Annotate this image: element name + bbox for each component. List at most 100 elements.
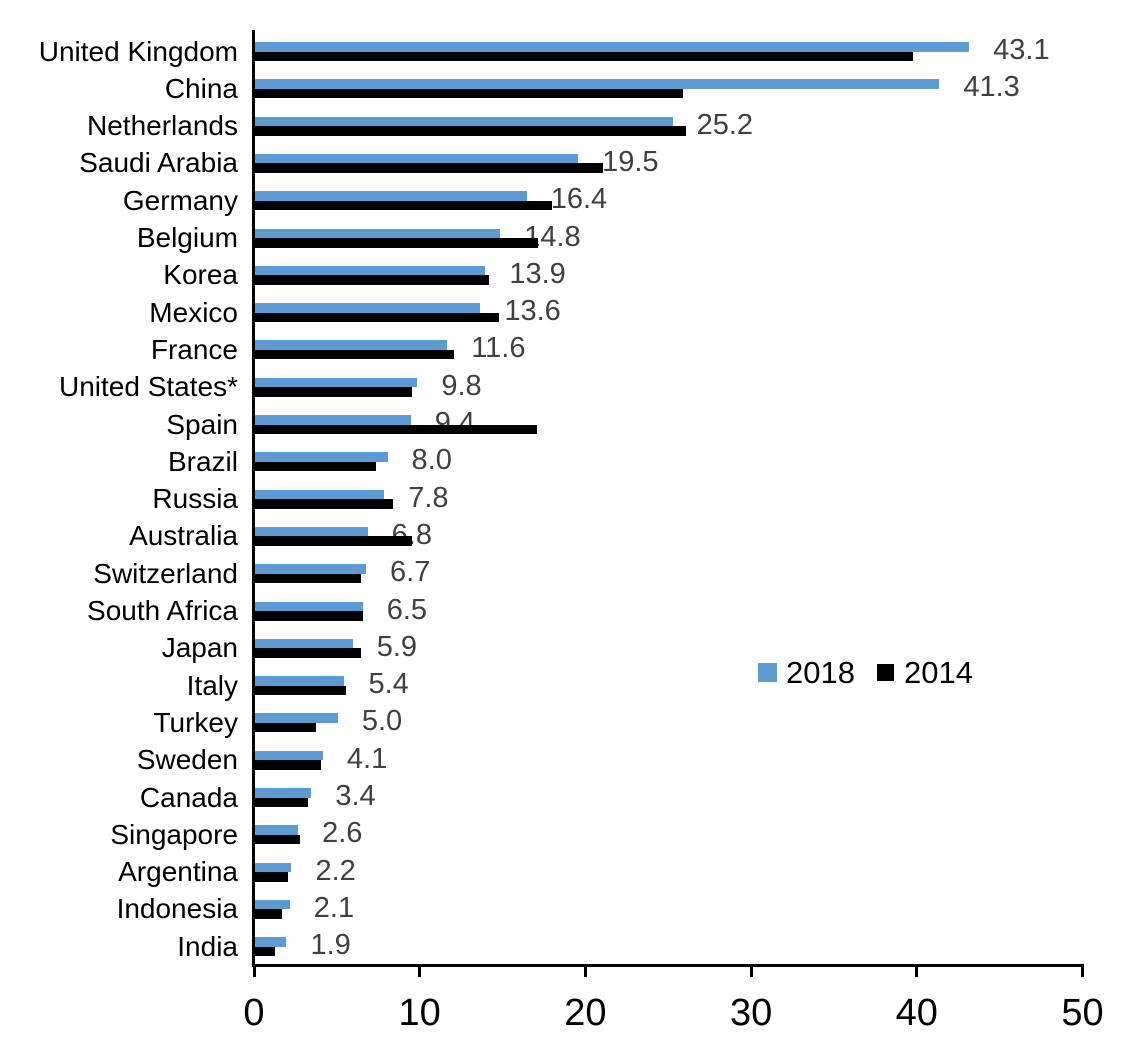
bar-2018 bbox=[255, 377, 418, 388]
bar-2018 bbox=[255, 937, 287, 947]
x-axis-tick-label: 0 bbox=[243, 992, 265, 1034]
category-label: Sweden bbox=[136, 744, 238, 776]
bar-2018 bbox=[255, 452, 388, 462]
bar-2014 bbox=[255, 834, 300, 845]
category-label: Japan bbox=[161, 632, 238, 664]
bar-2018 bbox=[255, 42, 970, 52]
bar-2018 bbox=[255, 825, 299, 835]
bar-2018 bbox=[255, 303, 481, 313]
category-label: Korea bbox=[163, 259, 238, 291]
category-label: China bbox=[164, 72, 238, 104]
bar-2014 bbox=[255, 872, 289, 882]
category-label: Indonesia bbox=[116, 893, 238, 925]
category-label: Brazil bbox=[167, 445, 238, 477]
bar-2018 bbox=[255, 415, 411, 425]
bar-2014 bbox=[255, 722, 317, 733]
x-axis-tick bbox=[252, 967, 256, 977]
bar-2018 bbox=[255, 153, 579, 164]
category-label: Italy bbox=[186, 669, 238, 701]
legend-swatch-2018 bbox=[758, 663, 777, 682]
bar-2014 bbox=[255, 946, 275, 957]
category-label: Belgium bbox=[136, 222, 238, 253]
bar-2014 bbox=[255, 387, 413, 397]
x-axis-tick-label: 10 bbox=[398, 992, 441, 1034]
bar-2014 bbox=[255, 499, 393, 509]
category-label: France bbox=[150, 333, 238, 365]
value-label: 9.8 bbox=[441, 369, 482, 402]
bar-2014 bbox=[255, 461, 376, 472]
bar-2018 bbox=[255, 899, 290, 910]
x-axis-tick bbox=[418, 967, 422, 977]
value-label: 6.7 bbox=[390, 556, 431, 589]
x-axis-tick bbox=[915, 967, 919, 977]
category-label: South Africa bbox=[87, 595, 238, 626]
bar-2014 bbox=[255, 909, 282, 919]
value-label: 41.3 bbox=[963, 71, 1020, 104]
x-axis-tick bbox=[1081, 967, 1084, 977]
category-label: India bbox=[177, 930, 238, 962]
legend-label-2014: 2014 bbox=[904, 655, 973, 690]
bar-2018 bbox=[255, 265, 486, 276]
category-label: Australia bbox=[129, 520, 238, 552]
legend-label-2018: 2018 bbox=[786, 655, 855, 690]
x-axis-tick-label: 50 bbox=[1061, 992, 1104, 1034]
x-axis-tick-label: 40 bbox=[895, 992, 938, 1034]
bar-2014 bbox=[255, 200, 552, 211]
value-label: 6.5 bbox=[386, 593, 428, 626]
bar-2018 bbox=[255, 116, 673, 127]
value-label: 16.4 bbox=[550, 183, 608, 216]
category-label: Russia bbox=[152, 483, 238, 515]
legend-swatch-2014 bbox=[877, 664, 894, 681]
bar-2018 bbox=[255, 750, 323, 761]
category-label: United States* bbox=[59, 371, 238, 403]
bar-2018 bbox=[255, 79, 940, 89]
bar-2018 bbox=[255, 228, 501, 238]
bar-2014 bbox=[255, 536, 413, 546]
bar-2014 bbox=[255, 424, 537, 434]
category-label: Saudi Arabia bbox=[79, 147, 238, 179]
category-label: Mexico bbox=[149, 296, 238, 328]
bar-2018 bbox=[255, 340, 448, 350]
value-label: 14.8 bbox=[524, 220, 581, 253]
bar-2014 bbox=[255, 797, 309, 807]
bar-2014 bbox=[255, 238, 539, 248]
bar-2014 bbox=[255, 51, 913, 61]
value-label: 3.4 bbox=[335, 780, 376, 812]
category-label: Turkey bbox=[153, 706, 238, 738]
category-label: Singapore bbox=[110, 818, 238, 850]
bar-2014 bbox=[255, 126, 686, 136]
category-label: Switzerland bbox=[93, 557, 238, 589]
value-label: 7.8 bbox=[408, 481, 449, 514]
bar-2018 bbox=[255, 788, 312, 798]
bar-2018 bbox=[255, 489, 385, 500]
bar-2018 bbox=[255, 601, 363, 611]
bar-2018 bbox=[255, 526, 368, 537]
y-axis-line bbox=[252, 30, 255, 967]
value-label: 25.2 bbox=[696, 108, 754, 141]
bar-2014 bbox=[255, 312, 499, 323]
bar-2018 bbox=[255, 713, 338, 723]
x-axis-tick-label: 30 bbox=[729, 992, 773, 1034]
bar-2018 bbox=[255, 191, 527, 201]
value-label: 13.9 bbox=[509, 257, 566, 290]
value-label: 2.6 bbox=[322, 817, 363, 850]
bar-2018 bbox=[255, 564, 367, 574]
value-label: 2.2 bbox=[315, 854, 356, 887]
bar-2014 bbox=[255, 760, 322, 770]
bar-2014 bbox=[255, 648, 362, 658]
x-axis-tick-label: 20 bbox=[564, 992, 607, 1034]
value-label: 43.1 bbox=[993, 34, 1050, 66]
value-label: 2.1 bbox=[313, 891, 355, 924]
bar-2014 bbox=[255, 163, 603, 173]
category-label: Germany bbox=[122, 184, 238, 216]
value-label: 6.8 bbox=[391, 518, 432, 551]
category-label: Argentina bbox=[118, 856, 238, 888]
bar-2018 bbox=[255, 676, 345, 686]
bar-2018 bbox=[255, 638, 353, 649]
bar-2014 bbox=[255, 88, 683, 99]
x-axis-line bbox=[252, 964, 1084, 967]
value-label: 13.6 bbox=[504, 295, 561, 328]
bar-2018 bbox=[255, 862, 292, 873]
category-label: Canada bbox=[139, 781, 238, 813]
